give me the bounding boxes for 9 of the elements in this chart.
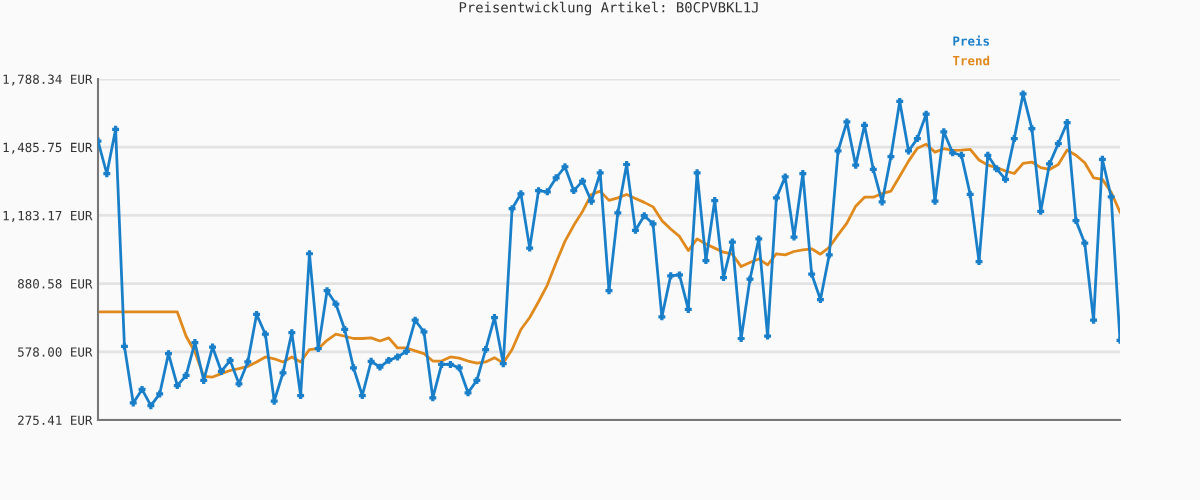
text: Preis	[953, 35, 990, 46]
y-tick-label: 1,485.75 EUR	[3, 142, 93, 154]
y-tick-label: 880.58 EUR	[17, 279, 93, 289]
text: Trend	[952, 55, 990, 66]
y-tick-label: 1,788.34 EUR	[3, 74, 93, 86]
y-tick-label: 1,183.17 EUR	[3, 210, 93, 222]
y-tick-label: 275.41 EUR	[18, 415, 93, 425]
y-tick-label: 578.00 EUR	[18, 347, 93, 357]
chart-title: Preisentwicklung Artikel: B0CPVBKL1J	[459, 1, 758, 16]
